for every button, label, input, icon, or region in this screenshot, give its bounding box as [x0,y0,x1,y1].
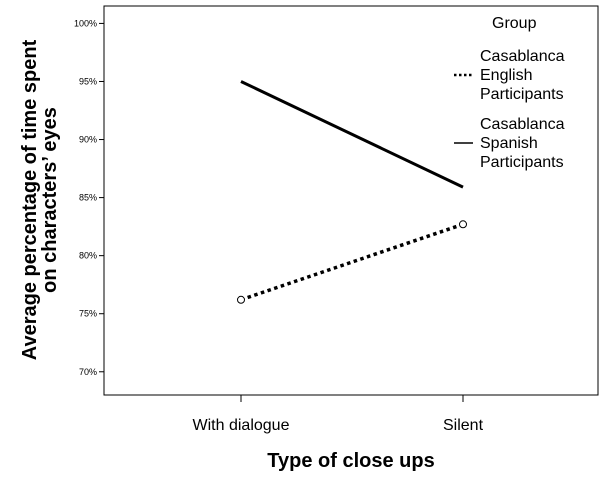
legend-label: Participants [480,154,564,171]
x-axis: With dialogue Silent [193,395,484,434]
legend: Group Casablanca English Participants Casabl… [454,15,565,171]
plot-frame [103,5,599,396]
y-axis-title-line-2: on characters’ eyes [39,107,61,293]
series-line-spanish [240,80,464,189]
x-axis-title: Type of close ups [267,450,434,472]
series-line-english [240,222,464,302]
y-tick-label: 70% [79,367,97,377]
legend-label: Participants [480,86,564,103]
legend-label: Spanish [480,135,538,152]
y-tick-label: 75% [79,309,97,319]
y-tick-label: 80% [79,251,97,261]
x-tick-label: With dialogue [193,417,290,434]
y-axis-title: Average percentage of time spent on char… [19,39,61,360]
y-tick-label: 95% [79,76,97,86]
legend-label: Casablanca [480,116,565,133]
y-tick-label: 85% [79,193,97,203]
series-group [237,80,467,304]
x-tick-label: Silent [443,417,484,434]
legend-label: English [480,67,532,84]
legend-label: Casablanca [480,48,565,65]
data-point [459,220,467,229]
data-point [237,295,245,304]
y-axis-title-line-1: Average percentage of time spent [19,39,41,360]
y-axis: 70% 75% 80% 85% 90% 95% 100% [74,18,104,377]
legend-title: Group [492,15,537,32]
y-tick-label: 100% [74,18,97,28]
y-tick-label: 90% [79,135,97,145]
